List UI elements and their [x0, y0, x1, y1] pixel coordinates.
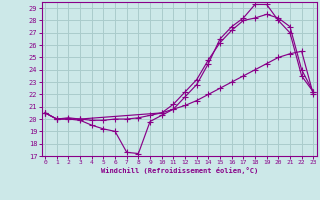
X-axis label: Windchill (Refroidissement éolien,°C): Windchill (Refroidissement éolien,°C) — [100, 167, 258, 174]
